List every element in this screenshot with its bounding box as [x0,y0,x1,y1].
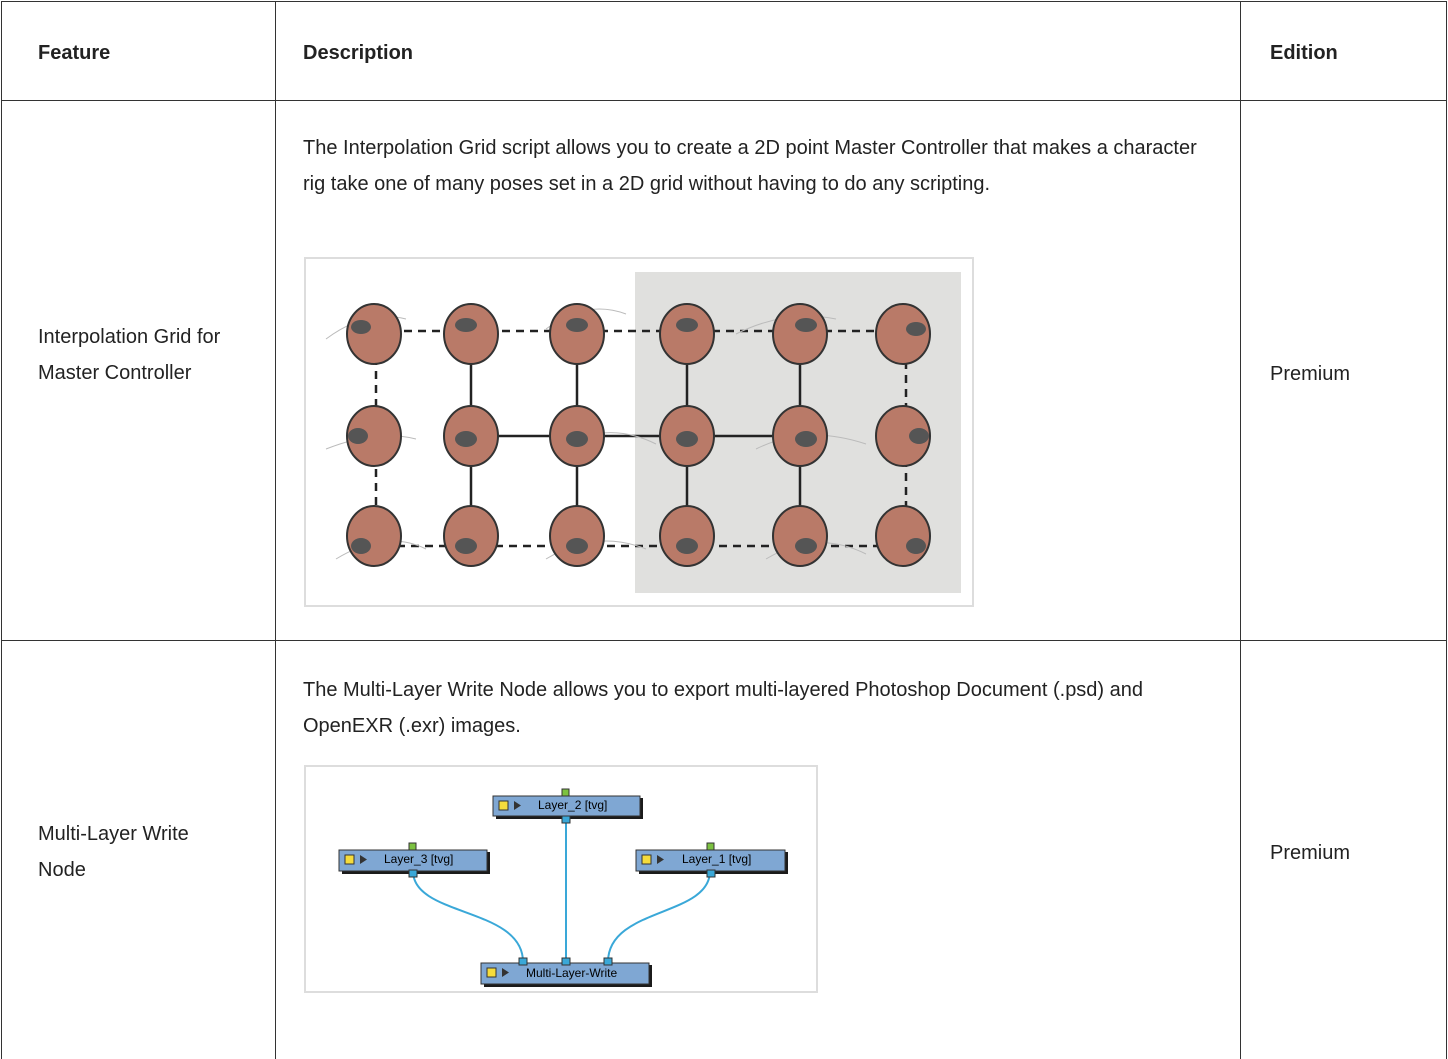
edition-text: Premium [1270,842,1351,864]
illustration [304,257,974,607]
node-view: Layer_2 [tvg] Layer_3 [tvg] Layer_1 [tvg… [304,765,818,993]
node-label: Layer_3 [tvg] [384,852,453,866]
node: Layer_1 [tvg] [635,842,788,878]
node: Layer_3 [tvg] [338,842,490,878]
interpolation-grid [325,272,961,593]
node-graph: Layer_2 [tvg] Layer_3 [tvg] Layer_1 [tvg… [338,788,788,987]
node-label: Multi-Layer-Write [526,966,617,980]
header-cell [275,1,1241,101]
node-label: Layer_1 [tvg] [682,852,751,866]
header-text: Description [303,42,414,64]
node: Multi-Layer-Write [480,957,652,987]
feature-text: Interpolation Grid for Master Controller [38,326,221,384]
header-text: Edition [1270,42,1338,64]
feature-text: Multi-Layer Write Node [38,823,189,881]
edition-text: Premium [1270,363,1351,385]
character-heads [325,303,931,567]
node-label: Layer_2 [tvg] [538,798,607,812]
node: Layer_2 [tvg] [492,788,643,824]
header-text: Feature [38,42,111,64]
description-text: The Interpolation Grid script allows you… [303,137,1197,195]
connections [412,817,711,963]
description-text: The Multi-Layer Write Node allows you to… [303,679,1144,737]
cell [1240,640,1447,1059]
